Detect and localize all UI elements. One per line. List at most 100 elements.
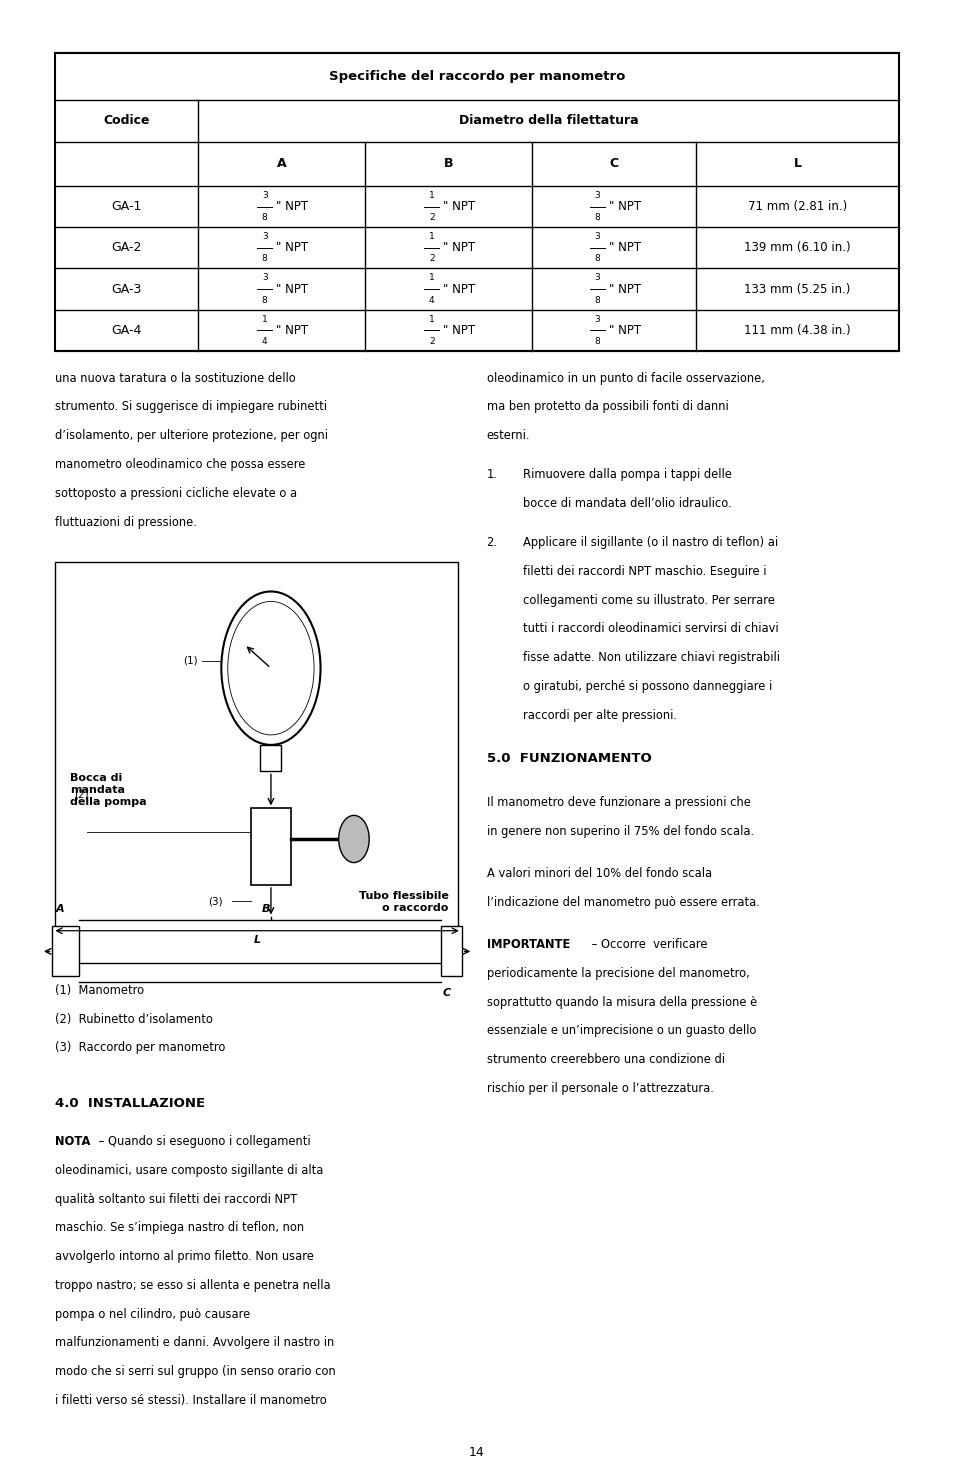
Text: sottoposto a pressioni cicliche elevate o a: sottoposto a pressioni cicliche elevate … — [55, 487, 297, 500]
Text: 1: 1 — [428, 190, 435, 201]
Text: 3: 3 — [261, 273, 268, 283]
Text: soprattutto quando la misura della pressione è: soprattutto quando la misura della press… — [486, 996, 756, 1009]
Text: malfunzionamenti e danni. Avvolgere il nastro in: malfunzionamenti e danni. Avvolgere il n… — [55, 1336, 335, 1350]
Text: " NPT: " NPT — [442, 201, 475, 212]
Text: 5.0  FUNZIONAMENTO: 5.0 FUNZIONAMENTO — [486, 752, 651, 766]
Text: tutti i raccordi oleodinamici servirsi di chiavi: tutti i raccordi oleodinamici servirsi d… — [522, 622, 778, 636]
Text: 8: 8 — [261, 296, 268, 305]
Text: rischio per il personale o l’attrezzatura.: rischio per il personale o l’attrezzatur… — [486, 1083, 713, 1094]
Text: (3)  Raccordo per manometro: (3) Raccordo per manometro — [55, 1041, 226, 1055]
Bar — [55, 562, 457, 963]
Text: modo che si serri sul gruppo (in senso orario con: modo che si serri sul gruppo (in senso o… — [55, 1366, 335, 1378]
Text: 133 mm (5.25 in.): 133 mm (5.25 in.) — [743, 283, 850, 295]
Text: manometro oleodinamico che possa essere: manometro oleodinamico che possa essere — [55, 459, 305, 471]
Text: GA-4: GA-4 — [112, 324, 142, 336]
Bar — [260, 745, 281, 771]
Text: Diametro della filettatura: Diametro della filettatura — [458, 115, 638, 127]
Text: " NPT: " NPT — [275, 283, 308, 295]
Text: 2: 2 — [429, 338, 434, 347]
Text: 71 mm (2.81 in.): 71 mm (2.81 in.) — [747, 201, 846, 212]
Text: Rimuovere dalla pompa i tappi delle: Rimuovere dalla pompa i tappi delle — [522, 469, 731, 481]
Text: collegamenti come su illustrato. Per serrare: collegamenti come su illustrato. Per ser… — [522, 593, 774, 606]
Text: l’indicazione del manometro può essere errata.: l’indicazione del manometro può essere e… — [486, 895, 759, 909]
Text: troppo nastro; se esso si allenta e penetra nella: troppo nastro; se esso si allenta e pene… — [55, 1279, 331, 1292]
Text: 139 mm (6.10 in.): 139 mm (6.10 in.) — [743, 242, 850, 254]
Text: i filetti verso sé stessi). Installare il manometro: i filetti verso sé stessi). Installare i… — [55, 1394, 327, 1407]
Text: L: L — [253, 935, 260, 945]
Text: filetti dei raccordi NPT maschio. Eseguire i: filetti dei raccordi NPT maschio. Esegui… — [522, 565, 765, 578]
Text: 8: 8 — [261, 212, 268, 223]
Text: ma ben protetto da possibili fonti di danni: ma ben protetto da possibili fonti di da… — [486, 401, 727, 413]
Bar — [55, 53, 898, 351]
Text: (2)  Rubinetto d’isolamento: (2) Rubinetto d’isolamento — [55, 1013, 213, 1025]
Text: maschio. Se s’impiega nastro di teflon, non: maschio. Se s’impiega nastro di teflon, … — [55, 1221, 304, 1235]
Text: " NPT: " NPT — [275, 324, 308, 336]
Text: A: A — [55, 904, 64, 914]
Text: C: C — [442, 988, 451, 999]
Text: " NPT: " NPT — [275, 201, 308, 212]
Text: 8: 8 — [594, 212, 599, 223]
Text: qualità soltanto sui filetti dei raccordi NPT: qualità soltanto sui filetti dei raccord… — [55, 1192, 297, 1205]
Text: 3: 3 — [261, 190, 268, 201]
Text: strumento. Si suggerisce di impiegare rubinetti: strumento. Si suggerisce di impiegare ru… — [55, 401, 327, 413]
Text: 3: 3 — [594, 314, 599, 324]
Text: 2: 2 — [429, 212, 434, 223]
Text: Il manometro deve funzionare a pressioni che: Il manometro deve funzionare a pressioni… — [486, 796, 750, 810]
Text: fluttuazioni di pressione.: fluttuazioni di pressione. — [55, 516, 197, 528]
Text: 1: 1 — [428, 314, 435, 324]
Text: 1: 1 — [428, 273, 435, 283]
Text: Applicare il sigillante (o il nastro di teflon) ai: Applicare il sigillante (o il nastro di … — [522, 535, 777, 549]
Text: GA-2: GA-2 — [112, 242, 142, 254]
Text: 4: 4 — [429, 296, 434, 305]
Text: 1.: 1. — [486, 469, 497, 481]
Text: Specifiche del raccordo per manometro: Specifiche del raccordo per manometro — [329, 71, 624, 83]
Text: fisse adatte. Non utilizzare chiavi registrabili: fisse adatte. Non utilizzare chiavi regi… — [522, 650, 779, 664]
Text: 2: 2 — [429, 255, 434, 264]
Circle shape — [338, 816, 369, 863]
Text: 8: 8 — [594, 338, 599, 347]
Text: oleodinamici, usare composto sigillante di alta: oleodinamici, usare composto sigillante … — [55, 1164, 323, 1177]
Text: 8: 8 — [594, 255, 599, 264]
Text: – Occorre  verificare: – Occorre verificare — [587, 938, 706, 951]
Text: GA-3: GA-3 — [112, 283, 142, 295]
Text: " NPT: " NPT — [442, 324, 475, 336]
Text: 4.0  INSTALLAZIONE: 4.0 INSTALLAZIONE — [55, 1097, 205, 1109]
Text: avvolgerlo intorno al primo filetto. Non usare: avvolgerlo intorno al primo filetto. Non… — [55, 1251, 314, 1263]
Text: 3: 3 — [594, 190, 599, 201]
Text: d’isolamento, per ulteriore protezione, per ogni: d’isolamento, per ulteriore protezione, … — [55, 429, 328, 442]
Text: oleodinamico in un punto di facile osservazione,: oleodinamico in un punto di facile osser… — [486, 372, 763, 385]
Text: B: B — [444, 158, 453, 170]
Text: pompa o nel cilindro, può causare: pompa o nel cilindro, può causare — [55, 1308, 251, 1320]
Text: " NPT: " NPT — [442, 283, 475, 295]
Text: A: A — [276, 158, 287, 170]
Text: strumento creerebbero una condizione di: strumento creerebbero una condizione di — [486, 1053, 723, 1066]
Text: 8: 8 — [261, 255, 268, 264]
Text: " NPT: " NPT — [442, 242, 475, 254]
Text: 111 mm (4.38 in.): 111 mm (4.38 in.) — [743, 324, 850, 336]
Text: Bocca di
mandata
della pompa: Bocca di mandata della pompa — [70, 773, 146, 807]
Text: " NPT: " NPT — [608, 283, 640, 295]
Text: GA-1: GA-1 — [112, 201, 142, 212]
Text: 4: 4 — [262, 338, 267, 347]
Text: (2): (2) — [74, 789, 89, 799]
Text: 14: 14 — [469, 1446, 484, 1459]
Text: Tubo flessibile
o raccordo: Tubo flessibile o raccordo — [358, 891, 448, 913]
Bar — [52, 926, 79, 976]
Text: Codice: Codice — [104, 115, 150, 127]
Text: IMPORTANTE: IMPORTANTE — [486, 938, 569, 951]
Text: B: B — [261, 904, 270, 914]
Text: esterni.: esterni. — [486, 429, 530, 442]
Text: (3): (3) — [208, 897, 222, 906]
Text: o giratubi, perché si possono danneggiare i: o giratubi, perché si possono danneggiar… — [522, 680, 771, 693]
Text: (1): (1) — [183, 656, 197, 665]
Text: " NPT: " NPT — [608, 242, 640, 254]
Text: essenziale e un’imprecisione o un guasto dello: essenziale e un’imprecisione o un guasto… — [486, 1024, 755, 1037]
Text: (1)  Manometro: (1) Manometro — [55, 984, 144, 997]
Text: C: C — [609, 158, 618, 170]
Text: NOTA: NOTA — [55, 1136, 91, 1148]
Text: 2.: 2. — [486, 535, 497, 549]
Text: " NPT: " NPT — [608, 324, 640, 336]
Text: 3: 3 — [594, 232, 599, 242]
Text: bocce di mandata dell’olio idraulico.: bocce di mandata dell’olio idraulico. — [522, 497, 731, 510]
Bar — [440, 926, 461, 976]
